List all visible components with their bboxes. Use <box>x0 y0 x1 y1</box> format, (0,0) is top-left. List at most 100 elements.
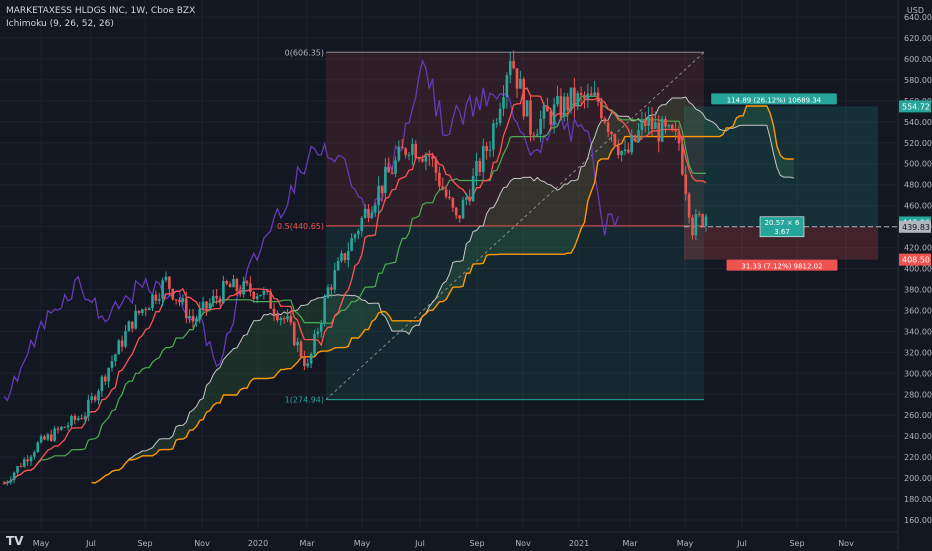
x-tick-label: May <box>677 539 694 548</box>
candle-body <box>12 472 16 481</box>
y-tick-label: 580.00 <box>904 76 932 85</box>
candle-body <box>576 93 580 107</box>
candle-body <box>137 310 141 314</box>
candle-body <box>657 122 661 142</box>
candle-body <box>613 134 617 146</box>
candle-body <box>606 122 610 132</box>
candle-body <box>272 308 276 315</box>
candle-body <box>66 425 70 428</box>
candle-body <box>303 356 306 367</box>
candle-body <box>147 308 151 311</box>
candle-body <box>394 160 397 174</box>
candle-body <box>431 156 434 160</box>
candle-body <box>245 281 249 284</box>
candle-body <box>87 399 90 417</box>
senkou-span-a <box>91 96 794 484</box>
candle-body <box>127 321 131 332</box>
y-tick-label: 520.00 <box>904 139 932 148</box>
candle-body <box>201 301 205 309</box>
candle-body <box>70 416 73 426</box>
target-badge-text: 114.89 (26.12%) 10689.34 <box>727 96 822 104</box>
x-tick-label: Sep <box>469 539 484 548</box>
candle-body <box>519 78 522 89</box>
y-tick-label: 300.00 <box>904 369 932 378</box>
candle-body <box>80 418 83 420</box>
candle-body <box>535 134 539 136</box>
candle-body <box>120 340 124 347</box>
candle-body <box>19 466 23 468</box>
candle-body <box>373 205 377 213</box>
x-tick-label: Jul <box>85 539 96 548</box>
price-label-entry: 439.83 <box>899 220 931 233</box>
target-badge: 114.89 (26.12%) 10689.34 <box>711 93 837 105</box>
candle-body <box>63 426 67 428</box>
candle-body <box>130 321 134 329</box>
candle-body <box>9 480 13 483</box>
candle-body <box>195 319 198 322</box>
candle-body <box>492 123 495 150</box>
candle-body <box>529 100 532 135</box>
candle-body <box>596 92 600 102</box>
candle-body <box>178 299 181 303</box>
candle-body <box>417 158 421 160</box>
candle-body <box>404 148 407 155</box>
candle-body <box>191 315 195 322</box>
candle-body <box>100 376 104 392</box>
candle-body <box>252 291 256 299</box>
candle-body <box>390 172 394 174</box>
candle-body <box>363 208 367 218</box>
candle-body <box>549 111 553 125</box>
risk-reward-value: 3.67 <box>774 228 790 236</box>
x-tick-label: Jul <box>414 539 425 548</box>
candle-body <box>623 149 627 152</box>
y-tick-label: 320.00 <box>904 348 932 357</box>
y-tick-label: 360.00 <box>904 306 932 315</box>
candle-body <box>397 146 401 161</box>
candle-body <box>262 290 266 295</box>
candle-body <box>654 122 657 129</box>
risk-reward-badge: 20.57 × 63.67 <box>759 216 805 238</box>
candle-body <box>296 341 299 346</box>
candle-body <box>562 96 566 117</box>
x-tick-label: 2021 <box>569 539 589 548</box>
risk-reward-ratio: 20.57 × 6 <box>765 219 800 227</box>
x-tick-label: Jul <box>736 539 747 548</box>
y-tick-label: 160.00 <box>904 516 932 525</box>
candle-body <box>637 130 640 141</box>
y-tick-label: 200.00 <box>904 474 932 483</box>
fib-label-0.5: 0.5(440.65) <box>277 222 324 231</box>
candle-body <box>269 291 272 309</box>
candle-body <box>427 155 431 157</box>
candle-body <box>603 118 607 123</box>
candle-body <box>451 198 455 208</box>
price-label-text: 554.72 <box>902 102 930 111</box>
candle-body <box>2 483 6 485</box>
x-tick-label: Nov <box>838 539 854 548</box>
candle-body <box>225 281 229 284</box>
candle-body <box>188 315 191 319</box>
candle-body <box>684 174 688 194</box>
candle-body <box>22 459 26 467</box>
target-badge-bg <box>711 93 837 105</box>
candle-body <box>539 118 542 135</box>
candle-body <box>670 124 674 131</box>
candle-body <box>114 354 117 362</box>
y-tick-label: 400.00 <box>904 265 932 274</box>
candle-body <box>583 94 586 100</box>
candle-body <box>444 189 448 197</box>
price-label-bg <box>899 253 931 266</box>
candle-body <box>586 93 590 100</box>
candle-body <box>205 301 208 309</box>
candle-body <box>238 290 242 295</box>
x-tick-label: May <box>354 539 371 548</box>
y-tick-label: 600.00 <box>904 55 932 64</box>
candle-body <box>573 87 576 107</box>
y-tick-label: 460.00 <box>904 202 932 211</box>
candle-body <box>184 298 188 319</box>
candle-body <box>56 428 60 430</box>
y-tick-label: 180.00 <box>904 495 932 504</box>
candle-body <box>330 287 333 290</box>
candle-body <box>350 238 353 251</box>
candle-body <box>36 442 40 453</box>
